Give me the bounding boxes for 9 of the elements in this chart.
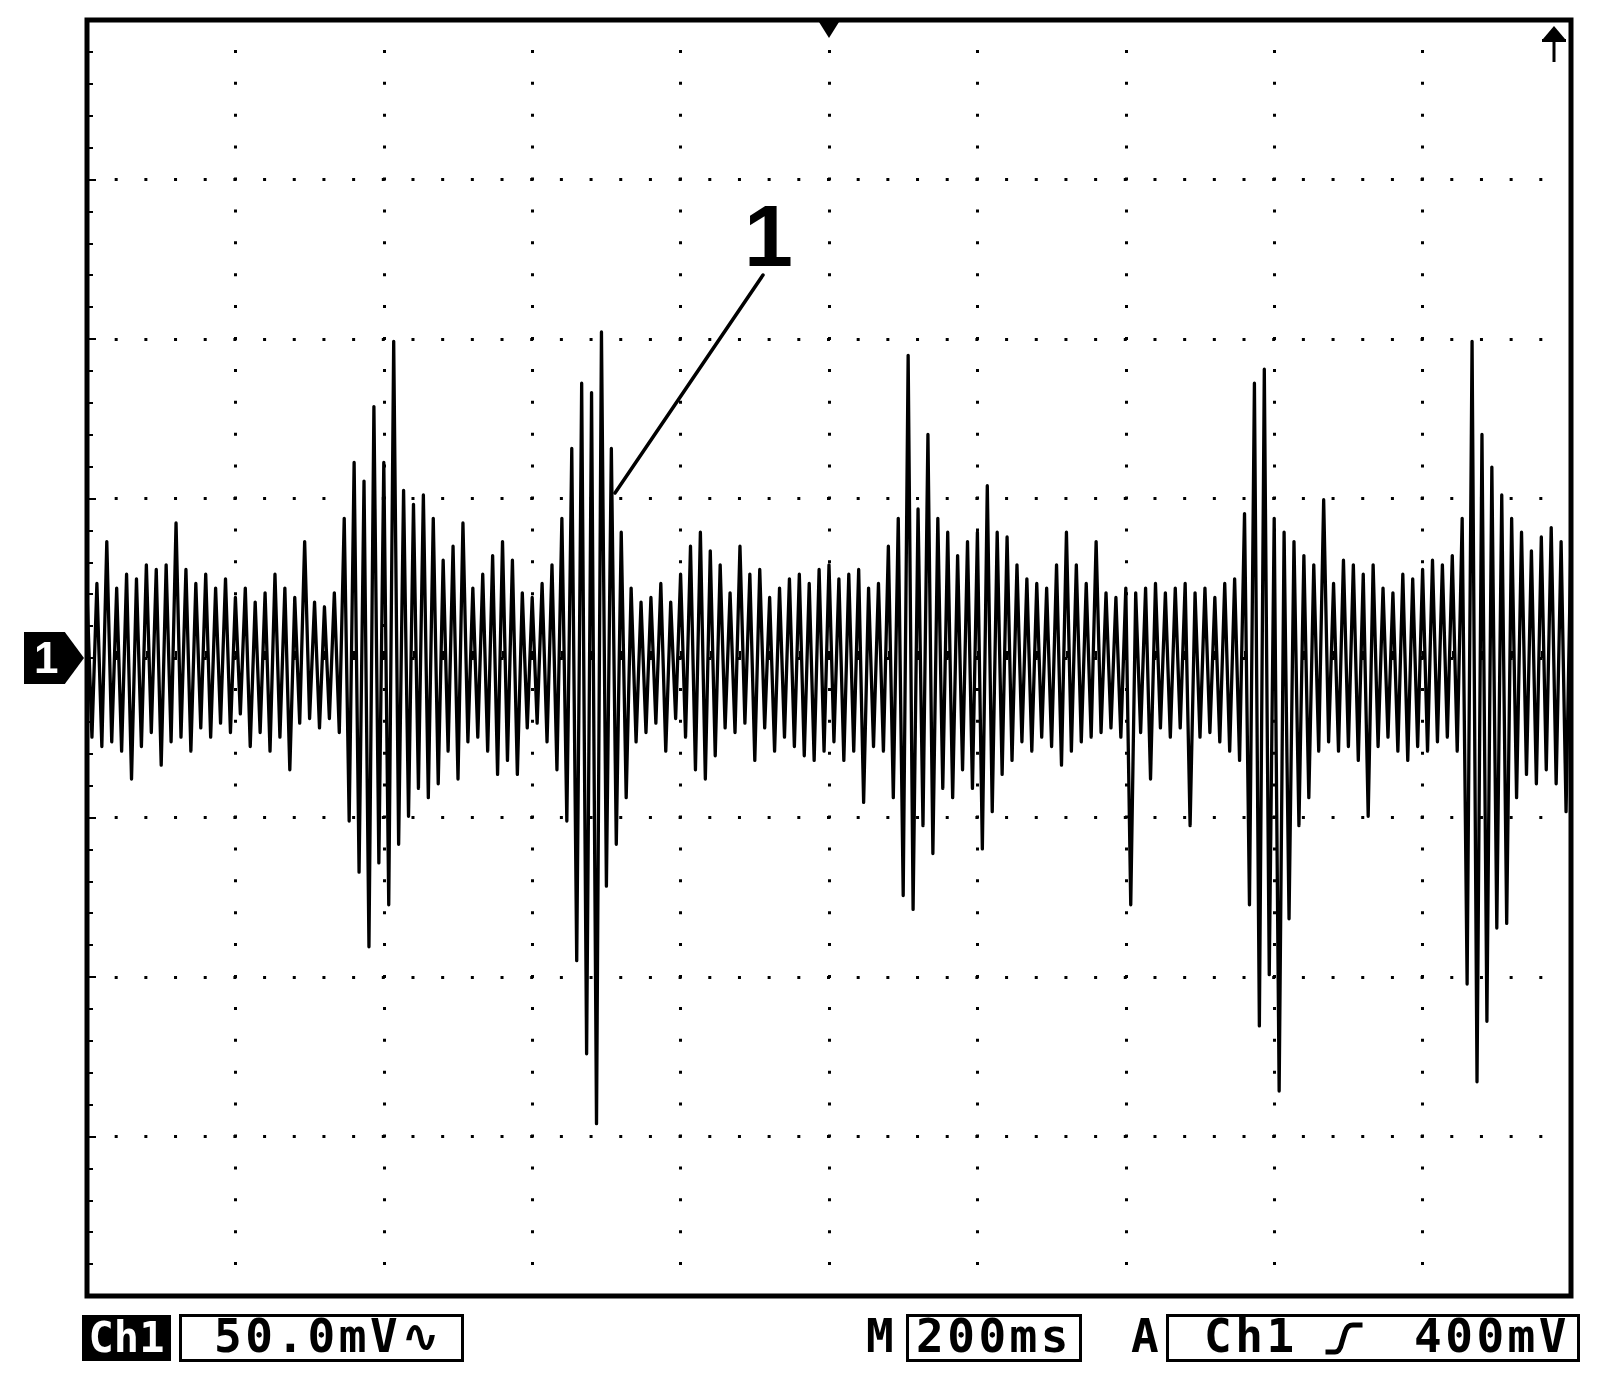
text: 200ms (916, 1309, 1072, 1363)
text: 1 (24, 632, 84, 684)
text: 50.0mV∿ (214, 1309, 444, 1363)
text: 400mV (1414, 1309, 1570, 1363)
text: Ch1 (1204, 1309, 1298, 1363)
text: 1 (744, 186, 793, 285)
text: Ch1 (82, 1313, 171, 1362)
text: A (1131, 1309, 1163, 1363)
text: M (866, 1309, 898, 1363)
